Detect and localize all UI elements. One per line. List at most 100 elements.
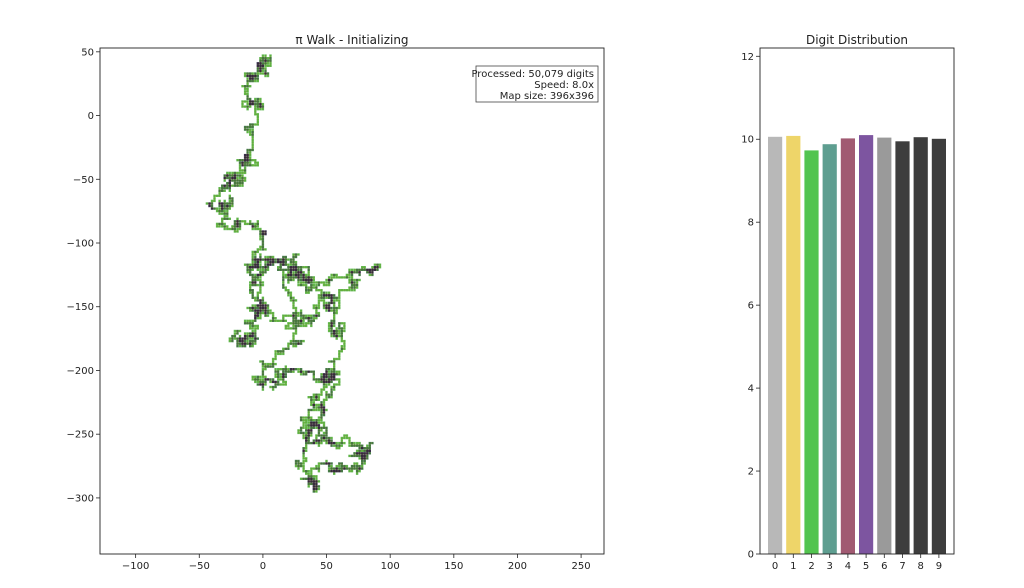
walk-cell [310, 314, 313, 317]
walk-cell [251, 138, 254, 141]
walk-cell [333, 329, 336, 333]
walk-cell [259, 263, 262, 266]
walk-cell [350, 444, 354, 447]
walk-cell [256, 283, 259, 287]
walk-y-axis: 500−50−100−150−200−250−300 [67, 47, 100, 504]
walk-cell [221, 207, 224, 210]
walk-cell [269, 362, 272, 366]
walk-trail [205, 54, 382, 493]
walk-cell [317, 296, 321, 299]
walk-cell [226, 202, 229, 205]
walk-cell [322, 385, 326, 389]
walk-cell [371, 441, 374, 445]
walk-cell [254, 339, 257, 343]
walk-cell [236, 342, 239, 345]
walk-cell [249, 309, 252, 312]
walk-cell [322, 406, 326, 409]
walk-cell [338, 334, 341, 338]
walk-cell [246, 128, 249, 131]
walk-cell [353, 454, 356, 458]
walk-cell [233, 337, 237, 340]
walk-cell [282, 370, 285, 373]
walk-cell [261, 67, 265, 70]
walk-cell [249, 133, 252, 136]
walk-cell [279, 373, 282, 376]
walk-cell [259, 232, 262, 236]
walk-cell [261, 240, 265, 243]
walk-cell [246, 271, 249, 274]
walk-cell [297, 368, 300, 371]
walk-cell [251, 260, 254, 264]
walk-cell [317, 311, 321, 315]
walk-cell [310, 482, 313, 486]
walk-cell [249, 324, 252, 328]
walk-cell [269, 54, 272, 57]
walk-cell [241, 105, 244, 108]
walk-cell [279, 260, 282, 264]
walk-cell [261, 378, 265, 381]
walk-cell [279, 378, 282, 381]
walk-cell [238, 176, 242, 180]
walk-cell [284, 258, 287, 261]
walk-cell [322, 436, 326, 440]
walk-cell [366, 457, 369, 460]
walk-cell [287, 273, 290, 277]
walk-cell [310, 403, 313, 407]
walk-cell [317, 439, 321, 442]
walk-cell [228, 202, 231, 205]
walk-cell [338, 357, 341, 361]
walk-cell [251, 143, 254, 147]
walk-cell [287, 291, 290, 294]
walk-cell [325, 408, 328, 412]
walk-cell [294, 368, 298, 371]
info-map-size: Map size: 396x396 [500, 91, 594, 102]
digit-bar-8 [913, 137, 928, 554]
walk-cell [322, 299, 326, 302]
walk-cell [226, 204, 229, 208]
walk-cell [261, 62, 265, 65]
walk-cell [302, 370, 305, 373]
walk-cell [226, 225, 229, 228]
walk-cell [213, 197, 216, 200]
walk-cell [299, 276, 303, 279]
walk-cell [259, 69, 262, 73]
walk-cell [292, 260, 295, 264]
walk-cell [294, 311, 298, 315]
walk-cell [236, 332, 239, 335]
walk-cell [292, 296, 295, 299]
walk-cell [231, 225, 234, 228]
walk-cell [256, 294, 259, 297]
walk-cell [249, 271, 252, 274]
distribution-y-tick-label: 8 [748, 218, 754, 229]
walk-cell [363, 459, 366, 463]
walk-cell [249, 164, 252, 167]
walk-cell [312, 477, 315, 480]
walk-cell [320, 413, 323, 417]
walk-cell [254, 74, 257, 78]
walk-cell [307, 426, 310, 429]
walk-cell [320, 388, 323, 391]
walk-cell [251, 289, 254, 292]
walk-cell [251, 255, 254, 259]
walk-cell [241, 220, 244, 223]
walk-cell [322, 291, 326, 294]
walk-cell [330, 301, 333, 305]
walk-cell [299, 268, 303, 271]
walk-cell [325, 431, 328, 435]
walk-cell [243, 319, 247, 322]
walk-cell [327, 370, 331, 373]
walk-cell [238, 339, 242, 343]
walk-cell [368, 441, 371, 445]
walk-cell [297, 253, 300, 256]
walk-cell [305, 421, 308, 424]
walk-cell [246, 77, 249, 80]
walk-cell [338, 373, 341, 376]
walk-cell [327, 464, 331, 468]
walk-cell [333, 368, 336, 371]
walk-cell [236, 181, 239, 185]
walk-cell [284, 380, 287, 384]
walk-cell [259, 299, 262, 302]
walk-cell [264, 263, 267, 266]
walk-cell [299, 462, 303, 465]
